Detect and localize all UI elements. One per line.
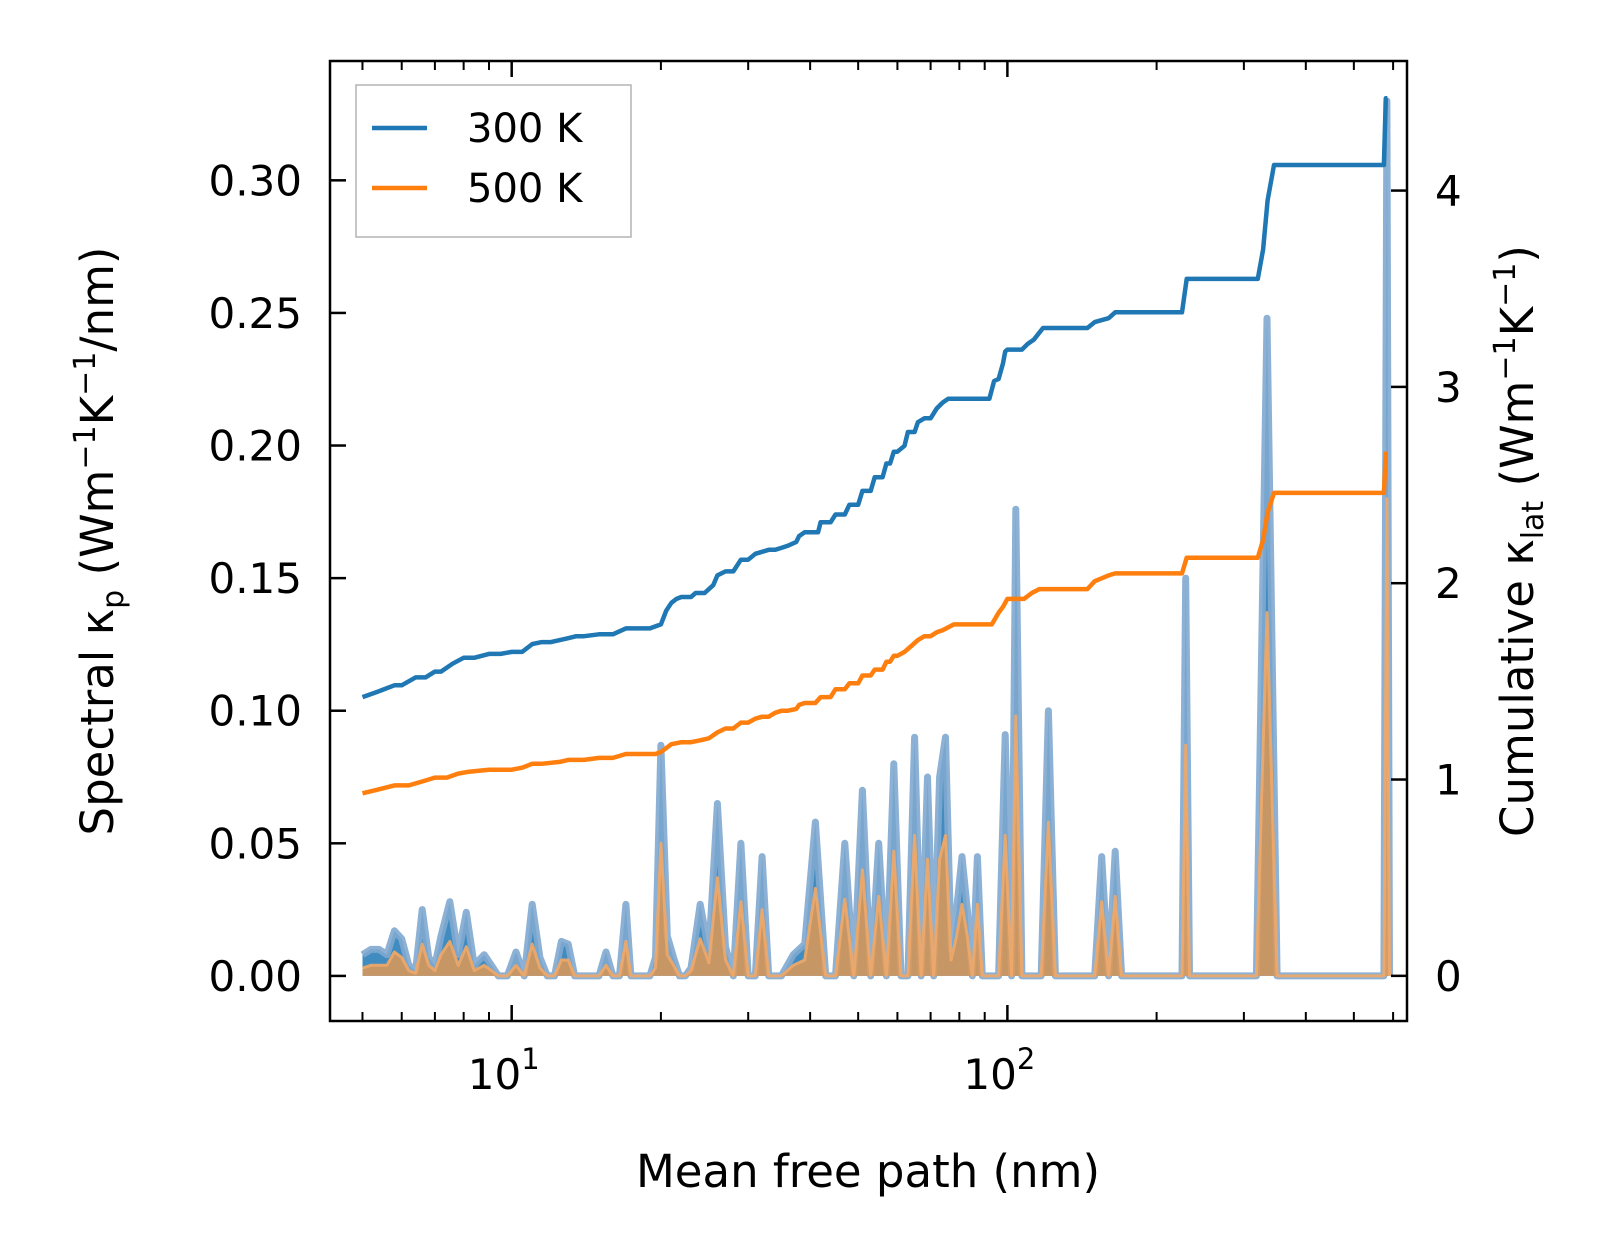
cumulative-line-300k (361, 96, 1389, 700)
legend-box (355, 84, 632, 238)
y-left-tick-label-5: 0.25 (208, 289, 302, 338)
legend: 300 K 500 K (355, 84, 632, 238)
cumulative-line-500k (361, 451, 1389, 796)
x-axis-label: Mean free path (nm) (636, 1145, 1100, 1198)
plot-area (360, 96, 1393, 980)
spectral-layer (360, 97, 1393, 980)
y-right-tick-label-0: 0 (1435, 952, 1462, 1001)
y-left-tick-label-3: 0.15 (208, 554, 302, 603)
y-left-tick-label-2: 0.10 (208, 687, 302, 736)
legend-label-300k: 300 K (467, 106, 584, 152)
y-right-tick-label-1: 1 (1435, 756, 1462, 805)
legend-label-500k: 500 K (467, 166, 584, 212)
plot-frame (328, 59, 1409, 1023)
y-right-tick-label-2: 2 (1435, 559, 1462, 608)
y-left-tick-label-6: 0.30 (208, 156, 302, 205)
cumulative-layer (361, 96, 1389, 796)
y-right-tick-label-4: 4 (1435, 167, 1462, 216)
ticks-layer: 0.00 0.05 0.10 0.15 0.20 0.25 0.30 0 1 2 3 4 101 102 (208, 61, 1462, 1099)
x-tick-label-0: 101 (468, 1042, 540, 1099)
spectral-outline-500k (362, 497, 1391, 978)
x-tick-label-1: 102 (963, 1042, 1035, 1099)
y-left-tick-label-1: 0.05 (208, 819, 302, 868)
y-left-tick-label-4: 0.20 (208, 422, 302, 471)
y-left-tick-label-0: 0.00 (208, 952, 302, 1001)
y-axis-label-left: Spectral κp (Wm−1K−1/nm) (68, 247, 131, 836)
y-right-tick-label-3: 3 (1435, 363, 1462, 412)
y-axis-label-right: Cumulative κlat (Wm−1K−1) (1488, 245, 1551, 837)
